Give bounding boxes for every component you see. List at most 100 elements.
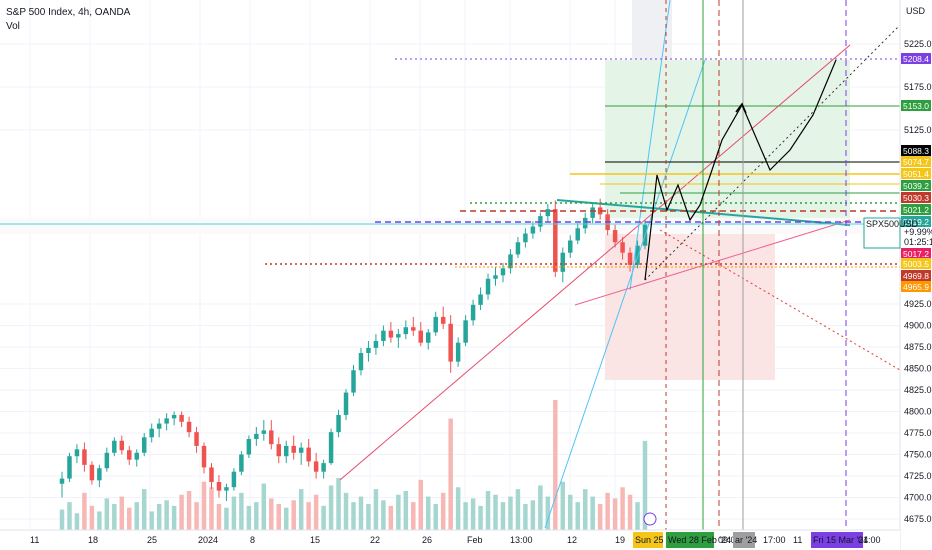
price-tag (901, 248, 931, 259)
volume-bar (134, 502, 139, 530)
time-tag (633, 532, 663, 548)
trendline-cyan-2 (629, 0, 671, 291)
volume-bar (254, 502, 259, 530)
volume-bar (426, 496, 431, 530)
price-tag-label: 5088.3 (903, 146, 929, 156)
price-tag-label: 5030.3 (903, 193, 929, 203)
candle-body (186, 421, 192, 433)
price-tag-label: 5021.2 (903, 205, 929, 215)
candle-body (381, 330, 386, 341)
volume-bar (493, 494, 498, 530)
current-price-box (863, 217, 901, 249)
price-tag (901, 145, 931, 156)
volume-bar (59, 509, 65, 530)
volume-bar (313, 494, 319, 530)
price-tag (901, 204, 931, 215)
volume-bar (463, 502, 468, 530)
candle-body (388, 330, 394, 338)
price-tag (901, 281, 931, 292)
volume-indicator-label[interactable]: Vol (6, 21, 20, 32)
price-tag (901, 270, 931, 281)
volume-bar (612, 498, 618, 530)
volume-bar (321, 505, 326, 530)
price-tick-label: 4850.0 (904, 364, 932, 374)
time-tick-label: 22 (370, 535, 380, 545)
candle-body (582, 217, 588, 229)
time-tick-label: 2024 (198, 535, 218, 545)
volume-bar (179, 494, 184, 530)
candle-body (156, 423, 162, 429)
candle-body (493, 275, 498, 279)
volume-bar (545, 496, 551, 530)
candle-body (545, 209, 551, 217)
volume-bar (298, 489, 304, 530)
price-tag (901, 168, 931, 179)
candle-body (82, 449, 87, 465)
volume-bar (642, 440, 648, 530)
candle-body (448, 323, 453, 362)
price-path-projection (644, 59, 837, 281)
price-tag-label: 5017.2 (903, 249, 929, 259)
volume-bar (448, 418, 453, 530)
volume-bar (627, 494, 633, 530)
volume-bar (246, 505, 252, 530)
volume-bar (590, 496, 595, 530)
volume-bar (343, 492, 349, 530)
candle-body (590, 207, 595, 218)
volume-bar (67, 502, 72, 530)
candle-body (127, 450, 132, 460)
candle-body (119, 440, 125, 451)
time-tick-label: 15 (310, 535, 320, 545)
volume-bars (59, 400, 648, 530)
candle-body (306, 447, 311, 462)
time-tag (811, 532, 863, 548)
candle-body (97, 468, 102, 481)
volume-bar (306, 502, 311, 530)
candle-body (239, 454, 244, 472)
current-band (0, 218, 900, 234)
volume-bar (440, 492, 446, 530)
volume-bar (575, 502, 580, 530)
volume-bar (291, 500, 296, 530)
candle-body (568, 240, 573, 253)
price-tick-label: 4775.0 (904, 428, 932, 438)
volume-bar (89, 505, 95, 530)
stop-zone (605, 225, 775, 380)
grid (0, 0, 900, 530)
countdown: 01:25:18 (904, 237, 932, 247)
candle-body (530, 226, 536, 234)
candle-body (179, 414, 184, 422)
volume-bar (149, 511, 154, 530)
volume-bar (358, 496, 364, 530)
chart-legend: S&P 500 Index, 4h, OANDA Vol (6, 6, 130, 34)
candle-body (291, 445, 296, 453)
volume-bar (216, 504, 222, 530)
dotted-projection (644, 0, 926, 281)
candle-body (194, 432, 199, 446)
time-axis[interactable]: 11 18 25 2024 8 15 22 26 Feb 13:00 12 19 Sun 25 FebW… (0, 512, 900, 550)
candle-body (411, 327, 416, 331)
time-tick-label: 19 (615, 535, 625, 545)
volume-bar (269, 498, 274, 530)
price-tick-label: 4825.0 (904, 385, 932, 395)
candle-body (298, 447, 304, 453)
drawing-tools[interactable] (0, 0, 926, 530)
volume-bar (336, 478, 341, 530)
candle-body (254, 433, 259, 440)
time-tick-label: 01:00 (858, 535, 881, 545)
candle-body (209, 467, 214, 483)
candle-body (575, 228, 580, 241)
symbol-title[interactable]: S&P 500 Index, 4h, OANDA (6, 7, 131, 18)
volume-bar (605, 492, 610, 530)
candle-body (112, 440, 117, 453)
trendline-cyan-1 (544, 59, 706, 529)
time-tick-label: 13:00 (510, 535, 533, 545)
price-tick-label: 5225.0 (904, 39, 932, 49)
time-tick-label: Sun 25 Feb (635, 535, 682, 545)
time-tick-label: 11 (30, 535, 39, 545)
volume-bar (635, 502, 640, 530)
volume-bar (328, 485, 334, 530)
candle-body (134, 452, 139, 460)
candle-body (224, 487, 229, 491)
